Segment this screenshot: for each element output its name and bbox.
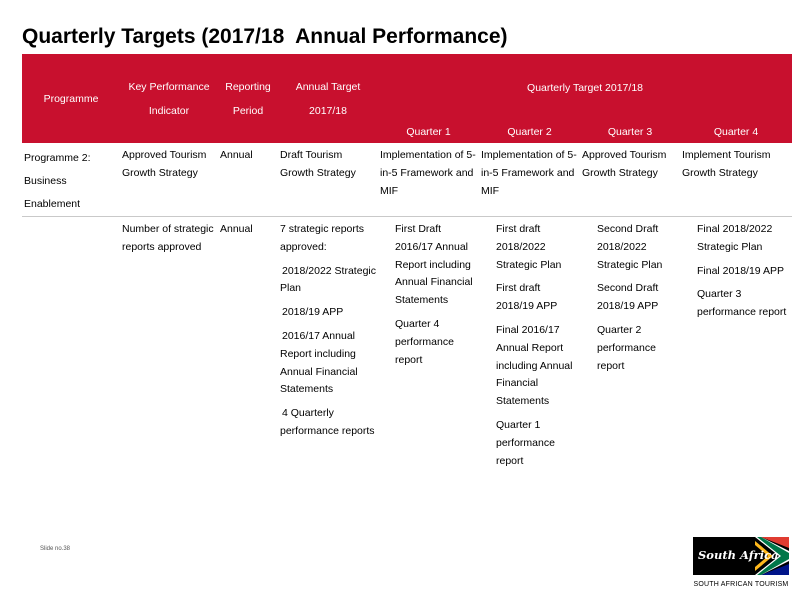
cell-quarter-3: Approved Tourism Growth Strategy: [582, 149, 667, 179]
list-item-text: Second Draft 2018/19 APP: [597, 282, 659, 313]
logo-wordmark: South Africa: [698, 548, 779, 562]
list-item: Second Draft 2018/2022 Strategic Plan: [582, 221, 678, 274]
quarter-4-list: Final 2018/2022 Strategic Plan Final 201…: [682, 221, 790, 322]
header-quarter-1: Quarter 1: [378, 122, 479, 143]
list-item: First Draft 2016/17 Annual Report includ…: [380, 221, 477, 310]
header-quarter-2: Quarter 2: [479, 122, 580, 143]
list-item: First draft 2018/2022 Strategic Plan: [481, 221, 578, 274]
cell-annual-target: Draft Tourism Growth Strategy: [280, 149, 356, 179]
cell-quarter-2: Implementation of 5-in-5 Framework and M…: [481, 149, 577, 197]
quarterly-targets-table: Programme Key Performance Indicator Repo…: [22, 54, 793, 477]
cell-programme-empty: [22, 216, 120, 477]
list-item-text: Quarter 2 performance report: [597, 323, 656, 372]
cell-annual-target: 7 strategic reports approved: 2018/2022 …: [278, 216, 378, 477]
annual-item-text: 2018/19 APP: [282, 306, 344, 319]
quarter-3-list: Second Draft 2018/2022 Strategic Plan Se…: [582, 221, 678, 375]
south-africa-logo: South Africa: [693, 537, 789, 575]
annual-item-text: 2016/17 Annual Report including Annual F…: [280, 329, 358, 396]
list-item: First draft 2018/19 APP: [481, 280, 578, 316]
list-item-text: First Draft 2016/17 Annual Report includ…: [395, 223, 473, 307]
cell-programme: Programme 2: Business Enablement: [22, 143, 120, 217]
cell-period: Annual: [220, 149, 253, 161]
annual-item-text: 2018/2022 Strategic Plan: [280, 264, 376, 295]
header-kpi-line1: Key Performance: [128, 80, 210, 93]
list-item: Quarter 2 performance report: [582, 322, 678, 375]
page-title: Quarterly Targets (2017/18 Annual Perfor…: [22, 25, 508, 48]
header-programme: Programme: [22, 54, 120, 143]
list-item-text: Second Draft 2018/2022 Strategic Plan: [597, 223, 663, 271]
cell-quarter-4: Implement Tourism Growth Strategy: [682, 149, 771, 179]
header-period-line2: Period: [232, 104, 264, 117]
table-row: Number of strategic reports approved Ann…: [22, 216, 793, 477]
cell-quarter-1: Implementation of 5-in-5 Framework and M…: [380, 149, 476, 197]
annual-item: 2018/2022 Strategic Plan: [280, 263, 376, 299]
list-item-text: Quarter 1 performance report: [496, 418, 555, 467]
annual-intro: 7 strategic reports approved:: [280, 223, 365, 253]
header-annual-line1: Annual Target: [295, 80, 361, 93]
list-item: Final 2018/2022 Strategic Plan: [682, 221, 790, 257]
header-quarterly-target: Quarterly Target 2017/18: [378, 54, 793, 122]
header-kpi-line2: Indicator: [148, 104, 190, 117]
list-item-text: Quarter 3 performance report: [697, 288, 787, 319]
cell-kpi: Approved Tourism Growth Strategy: [122, 149, 207, 179]
cell-quarter-1: First Draft 2016/17 Annual Report includ…: [378, 216, 479, 477]
cell-quarter-2: First draft 2018/2022 Strategic Plan Fir…: [479, 216, 580, 477]
list-item-text: Final 2016/17 Annual Report including An…: [496, 323, 573, 408]
list-item: Final 2018/19 APP: [682, 263, 790, 281]
list-item: Final 2016/17 Annual Report including An…: [481, 322, 578, 411]
list-item-text: Quarter 4 performance report: [395, 317, 454, 366]
programme-line: Programme 2:: [24, 152, 91, 164]
header-quarter-4: Quarter 4: [680, 122, 793, 143]
header-period: Reporting Period: [218, 54, 278, 143]
cell-kpi: Number of strategic reports approved: [120, 216, 218, 477]
logo-caption: SOUTH AFRICAN TOURISM: [693, 581, 789, 588]
programme-line: Business: [24, 175, 67, 187]
header-quarter-3: Quarter 3: [580, 122, 680, 143]
cell-quarter-4: Final 2018/2022 Strategic Plan Final 201…: [680, 216, 793, 477]
list-item-text: Final 2018/2022 Strategic Plan: [697, 223, 773, 253]
header-row-2: Quarter 1 Quarter 2 Quarter 3 Quarter 4: [22, 122, 793, 143]
quarter-2-list: First draft 2018/2022 Strategic Plan Fir…: [481, 221, 578, 470]
slide-number: Slide no.38: [40, 546, 71, 552]
header-kpi: Key Performance Indicator: [120, 54, 218, 143]
list-item-text: First draft 2018/2022 Strategic Plan: [496, 223, 562, 271]
list-item-text: Final 2018/19 APP: [697, 264, 784, 277]
list-item: Quarter 4 performance report: [380, 316, 477, 369]
list-item: Quarter 3 performance report: [682, 286, 790, 322]
cell-quarter-3: Second Draft 2018/2022 Strategic Plan Se…: [580, 216, 680, 477]
header-annual-line2: 2017/18: [309, 104, 347, 117]
programme-line: Enablement: [24, 198, 81, 210]
annual-item: 4 Quarterly performance reports: [280, 405, 376, 441]
table-row: Programme 2: Business Enablement Approve…: [22, 143, 792, 217]
annual-item: 2016/17 Annual Report including Annual F…: [280, 328, 376, 399]
quarter-1-list: First Draft 2016/17 Annual Report includ…: [380, 221, 477, 369]
list-item: Quarter 1 performance report: [481, 417, 578, 470]
header-row-1: Programme Key Performance Indicator Repo…: [22, 54, 793, 143]
cell-period: Annual: [218, 216, 278, 477]
header-annual-target: Annual Target 2017/18: [278, 54, 378, 143]
annual-item: 2018/19 APP: [280, 304, 376, 322]
list-item: Second Draft 2018/19 APP: [582, 280, 678, 316]
annual-item-text: 4 Quarterly performance reports: [280, 407, 375, 437]
header-period-line1: Reporting: [225, 80, 271, 93]
list-item-text: First draft 2018/19 APP: [496, 282, 558, 313]
